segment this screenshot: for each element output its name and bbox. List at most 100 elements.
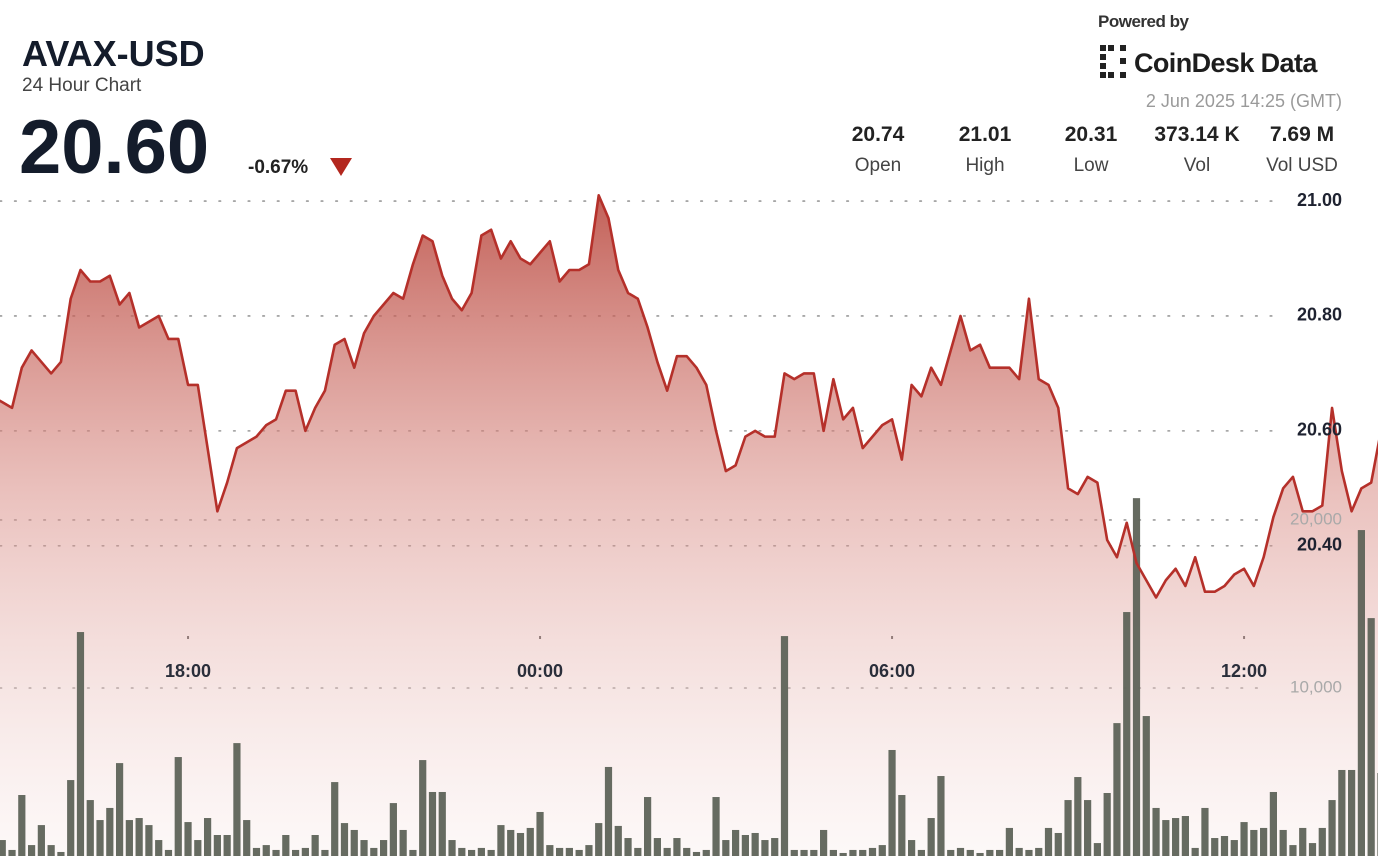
volume-bar [1162,820,1170,856]
volume-bar [409,849,417,856]
volume-bar [1181,816,1189,856]
volume-bar [37,825,45,856]
stat-label: Vol [1184,155,1210,176]
volume-bar [1025,849,1033,856]
volume-bar [546,845,554,856]
volume-bar [1260,827,1268,856]
volume-bar [536,811,544,856]
volume-bar [1044,827,1053,856]
volume-bar [331,782,339,856]
volume-bar [448,840,456,856]
volume-bar [115,763,124,856]
volume-bar [1035,847,1043,856]
volume-bar [565,847,573,856]
volume-bar [360,840,368,856]
y-tick-label: 20.80 [1297,305,1342,325]
volume-bar [213,834,221,856]
price-line [0,194,1378,599]
stat-value: 21.01 [959,123,1012,146]
volume-bar [1015,847,1023,856]
volume-bar [135,818,143,856]
volume-bar [487,849,495,856]
stat-label: Open [855,155,901,176]
volume-bar [595,823,603,856]
volume-bar [125,820,133,856]
stat-value: 20.74 [852,123,905,146]
volume-bar [399,829,407,856]
stat-label: Vol USD [1266,155,1338,176]
line-layer [0,194,1378,599]
x-tick-label: 06:00 [869,661,915,681]
volume-bar [203,818,212,856]
y-tick-label: 20.60 [1297,420,1342,440]
volume-bar [67,780,75,856]
volume-bar [1220,836,1229,856]
symbol: AVAX-USD [22,33,205,74]
volume-bar [174,757,182,856]
volume-bar [0,840,6,856]
volume-bar [878,845,886,856]
powered-by: Powered by [1098,12,1189,31]
volume-bar [340,823,349,856]
volume-bar [820,829,828,856]
volume-bar [428,791,437,856]
volume-bar [145,825,153,856]
volume-bar [1211,838,1219,856]
volume-bar [956,847,965,856]
volume-bar [1269,791,1277,856]
volume-bar [301,847,309,856]
volume-bar [673,838,681,856]
volume-bar [732,829,740,856]
volume-bar [57,851,65,856]
volume-bar [1191,847,1199,856]
volume-bar [927,818,935,856]
volume-bar [223,834,231,856]
volume-bar [1308,843,1317,856]
volume-bar [976,852,984,856]
stat-label: High [965,155,1004,176]
volume-bar [516,832,525,856]
volume-layer [0,498,1378,856]
volume-bar [1338,769,1346,856]
brand: CoinDesk Data [1134,48,1318,78]
subtitle: 24 Hour Chart [22,75,142,96]
volume-bar [761,840,769,856]
volume-bar [653,838,661,856]
brand-logo-icon [1100,45,1126,78]
down-arrow [330,158,352,176]
volume-bar [1132,498,1141,856]
volume-bar [800,849,808,856]
volume-bar [624,838,632,856]
price-change: -0.67% [248,157,308,178]
volume-bar [1328,800,1336,856]
volume-bar [692,851,701,856]
volume-bar [438,791,446,856]
x-tick-label: 12:00 [1221,661,1267,681]
volume-bar [96,820,104,856]
volume-bar [1093,843,1101,856]
volume-bar [282,834,290,856]
volume-bar [1142,716,1150,856]
price-area [0,195,1378,856]
axis-label-layer: 20.40 20.60 20.80 21.00 10,000 20,000 18:00 00:… [165,190,1342,697]
volume-bar [1367,618,1375,856]
volume-bar [937,776,945,856]
volume-bar [184,822,192,856]
volume-bar [243,820,251,856]
volume-bar [908,840,916,856]
x-tick-label: 18:00 [165,661,211,681]
volume-bar [1152,807,1160,856]
volume-bar [1230,840,1238,856]
volume-bar [76,632,85,856]
volume-bar [8,849,16,856]
y-tick-label: 20.40 [1297,535,1342,555]
stat-value: 20.31 [1065,123,1118,146]
volume-bar [741,834,749,856]
volume-bar [702,849,710,856]
timestamp: 2 Jun 2025 14:25 (GMT) [1146,91,1342,111]
volume-bar [1123,612,1131,856]
volume-bar [829,849,837,856]
volume-bar [868,847,877,856]
volume-bar [18,795,26,856]
volume-bar [1113,723,1121,856]
